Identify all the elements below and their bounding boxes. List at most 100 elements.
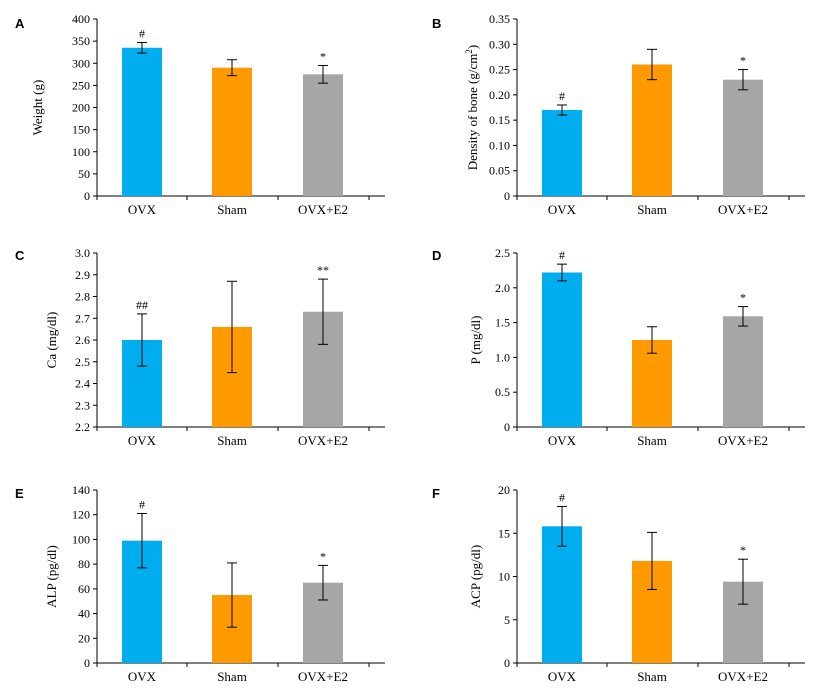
x-category-label: OVX+E2 (298, 669, 348, 684)
x-category-label: Sham (217, 669, 247, 684)
y-tick-label: 0.35 (489, 12, 510, 26)
panel-label: F (432, 486, 440, 501)
y-tick-label: 150 (72, 123, 90, 137)
x-category-label: OVX+E2 (718, 433, 768, 448)
significance-marker: # (139, 497, 145, 511)
chart-panel-c: C 2.2 2.3 2.4 2.5 2.6 2.7 2.8 2.9 3.0 Ca (mg/dl) ##… (15, 246, 385, 448)
bar-ovx (542, 272, 582, 427)
y-tick-label: 1.5 (495, 316, 510, 330)
y-tick-label: 2.3 (75, 398, 90, 412)
x-category-label: OVX (128, 202, 157, 217)
y-tick-label: 0.20 (489, 88, 510, 102)
bar-ovx (122, 47, 162, 197)
significance-marker: ## (136, 298, 148, 312)
bar-sham (212, 67, 252, 196)
y-tick-label: 2.6 (75, 333, 90, 347)
y-tick-label: 0.30 (489, 37, 510, 51)
significance-marker: * (740, 291, 746, 305)
y-tick-label: 120 (72, 508, 90, 522)
y-tick-label: 0 (504, 189, 510, 203)
y-tick-label: 250 (72, 78, 90, 92)
x-category-label: Sham (217, 433, 247, 448)
x-category-label: OVX (128, 669, 157, 684)
y-tick-label: 300 (72, 56, 90, 70)
y-tick-label: 3.0 (75, 246, 90, 260)
x-category-label: OVX+E2 (718, 669, 768, 684)
significance-marker: * (740, 543, 746, 557)
x-category-label: OVX (548, 202, 577, 217)
y-tick-label: 40 (78, 607, 90, 621)
y-tick-label: 0.05 (489, 164, 510, 178)
y-axis-label-superscript: 2 (464, 49, 474, 54)
panel-label: C (15, 248, 25, 263)
y-tick-label: 60 (78, 582, 90, 596)
chart-panel-a: A 0 50 100 150 200 250 300 350 400 Weight (g) # OVX S… (15, 12, 385, 217)
significance-marker: # (559, 490, 565, 504)
x-category-label: OVX+E2 (298, 202, 348, 217)
significance-marker: # (559, 248, 565, 262)
y-tick-label: 0.10 (489, 138, 510, 152)
y-tick-label: 2.2 (75, 420, 90, 434)
y-tick-label: 0.25 (489, 63, 510, 77)
x-category-label: Sham (637, 433, 667, 448)
y-tick-label: 20 (78, 631, 90, 645)
y-tick-label: 5 (504, 613, 510, 627)
y-tick-label: 80 (78, 557, 90, 571)
y-tick-label: 15 (498, 526, 510, 540)
significance-marker: # (139, 26, 145, 40)
y-axis-label: Ca (mg/dl) (44, 312, 59, 369)
y-tick-label: 0 (504, 656, 510, 670)
bar-sham (632, 64, 672, 196)
y-tick-label: 2.5 (495, 246, 510, 260)
bar-ovx-e2 (723, 79, 763, 196)
y-tick-label: 400 (72, 12, 90, 26)
bar-ovx-e2 (723, 316, 763, 427)
chart-panel-f: F 0 5 10 15 20 ACP (pg/dl) # OVX Sham * OVX+E2 (432, 483, 805, 684)
y-tick-label: 350 (72, 34, 90, 48)
y-axis-label: Weight (g) (30, 80, 45, 136)
y-tick-label: 2.8 (75, 290, 90, 304)
y-tick-label: 100 (72, 145, 90, 159)
y-tick-label: 2.4 (75, 377, 90, 391)
y-tick-label: 2.5 (75, 355, 90, 369)
bar-sham (632, 340, 672, 427)
x-category-label: Sham (217, 202, 247, 217)
y-tick-label: 10 (498, 570, 510, 584)
x-category-label: OVX+E2 (718, 202, 768, 217)
significance-marker: * (740, 54, 746, 68)
bar-ovx (542, 110, 582, 196)
y-tick-label: 100 (72, 532, 90, 546)
significance-marker: * (320, 549, 326, 563)
panel-label: D (432, 248, 441, 263)
y-axis-label: ALP (pg/dl) (44, 545, 59, 608)
y-tick-label: 0.5 (495, 385, 510, 399)
x-category-label: Sham (637, 202, 667, 217)
y-tick-label: 0 (504, 420, 510, 434)
y-tick-label: 200 (72, 101, 90, 115)
significance-marker: ** (317, 263, 329, 277)
y-tick-label: 50 (78, 167, 90, 181)
y-axis-label: Density of bone (g/cm2) (464, 45, 480, 170)
y-axis-label: ACP (pg/dl) (468, 545, 483, 608)
y-tick-label: 140 (72, 483, 90, 497)
bar-ovx (542, 526, 582, 663)
x-category-label: OVX+E2 (298, 433, 348, 448)
bar-ovx-e2 (303, 74, 343, 196)
panel-label: B (432, 16, 441, 31)
y-tick-label: 1.0 (495, 350, 510, 364)
y-tick-label: 2.9 (75, 268, 90, 282)
significance-marker: * (320, 49, 326, 63)
y-tick-label: 0 (84, 189, 90, 203)
y-tick-label: 20 (498, 483, 510, 497)
x-category-label: OVX (128, 433, 157, 448)
panel-label: E (15, 486, 24, 501)
y-axis-label: P (mg/dl) (468, 316, 483, 365)
panel-label: A (15, 16, 25, 31)
significance-marker: # (559, 89, 565, 103)
x-category-label: OVX (548, 433, 577, 448)
y-tick-label: 2.7 (75, 311, 90, 325)
y-tick-label: 0 (84, 656, 90, 670)
chart-panel-d: D 0 0.5 1.0 1.5 2.0 2.5 P (mg/dl) # OVX Sham * OVX+E… (432, 246, 805, 448)
chart-panel-e: E 0 20 40 60 80 100 120 140 ALP (pg/dl) # OVX Sham * O… (15, 483, 385, 684)
